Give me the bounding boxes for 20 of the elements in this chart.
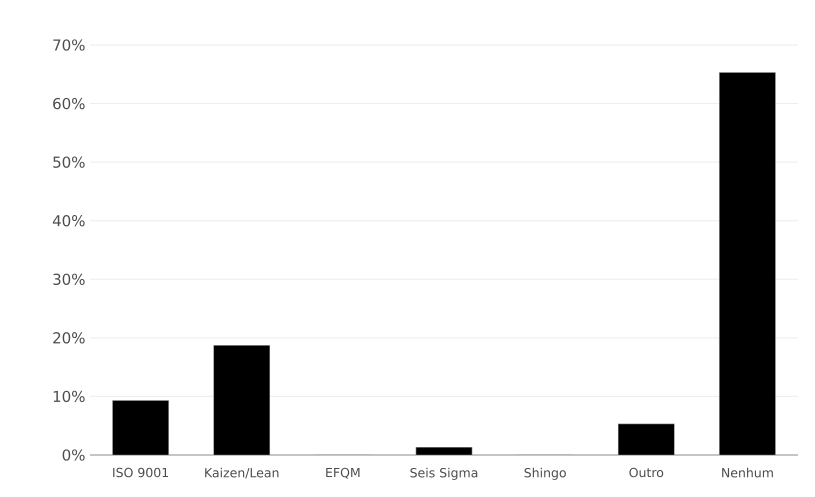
y-tick-label: 20% bbox=[53, 332, 85, 344]
y-tick-label: 70% bbox=[53, 39, 85, 51]
bar bbox=[618, 424, 675, 455]
bar bbox=[719, 72, 776, 455]
bar bbox=[213, 345, 270, 455]
x-tick-label: Shingo bbox=[524, 468, 566, 480]
bar bbox=[416, 447, 472, 455]
x-tick-label: Nenhum bbox=[722, 468, 773, 478]
y-tick-label: 40% bbox=[52, 215, 85, 226]
x-tick-label: Outro bbox=[629, 468, 664, 478]
x-tick-label: ISO 9001 bbox=[113, 468, 168, 478]
bar bbox=[112, 400, 169, 455]
y-tick-label: 0% bbox=[62, 449, 85, 461]
y-tick-label: 60% bbox=[53, 98, 85, 110]
y-tick-label: 30% bbox=[53, 274, 85, 285]
y-tick-label: 50% bbox=[53, 156, 85, 168]
y-tick-label: 10% bbox=[54, 390, 85, 402]
x-tick-label: Kaizen/Lean bbox=[205, 468, 278, 478]
x-tick-label: Seis Sigma bbox=[410, 468, 478, 480]
x-tick-label: EFQM bbox=[326, 468, 360, 479]
